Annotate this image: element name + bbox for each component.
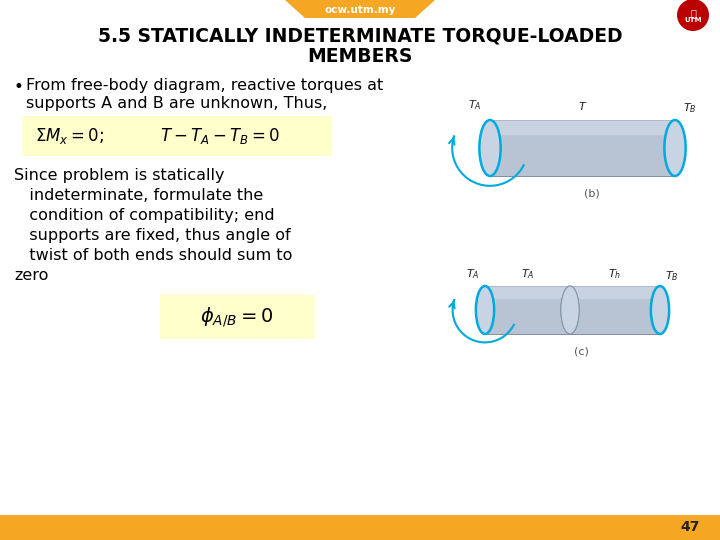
Text: indeterminate, formulate the: indeterminate, formulate the <box>14 188 264 203</box>
Ellipse shape <box>561 286 579 334</box>
Bar <box>570 286 660 334</box>
Bar <box>485 286 570 299</box>
Text: (b): (b) <box>584 188 600 198</box>
Bar <box>22 116 332 156</box>
Text: $\phi_{A/B} = 0$: $\phi_{A/B} = 0$ <box>200 305 274 329</box>
Text: supports A and B are unknown, Thus,: supports A and B are unknown, Thus, <box>26 96 328 111</box>
Ellipse shape <box>665 120 685 176</box>
Text: •: • <box>14 78 24 96</box>
Text: (c): (c) <box>574 346 589 356</box>
Text: Since problem is statically: Since problem is statically <box>14 168 225 183</box>
Text: From free-body diagram, reactive torques at: From free-body diagram, reactive torques… <box>26 78 383 93</box>
Bar <box>490 120 675 176</box>
Text: $\Sigma M_x = 0;$: $\Sigma M_x = 0;$ <box>35 126 104 146</box>
Text: $T_B$: $T_B$ <box>665 269 679 283</box>
Ellipse shape <box>480 120 500 176</box>
Text: UTM: UTM <box>684 17 702 23</box>
Text: 5.5 STATICALLY INDETERMINATE TORQUE-LOADED: 5.5 STATICALLY INDETERMINATE TORQUE-LOAD… <box>98 26 622 45</box>
Text: twist of both ends should sum to: twist of both ends should sum to <box>14 248 292 263</box>
Text: 47: 47 <box>680 520 700 534</box>
Text: ocw.utm.my: ocw.utm.my <box>324 5 396 15</box>
Polygon shape <box>285 0 435 18</box>
Text: zero: zero <box>14 268 48 283</box>
Bar <box>490 120 675 136</box>
Text: supports are fixed, thus angle of: supports are fixed, thus angle of <box>14 228 291 243</box>
Ellipse shape <box>476 286 494 334</box>
Text: condition of compatibility; end: condition of compatibility; end <box>14 208 274 223</box>
Text: $T_B$: $T_B$ <box>683 101 697 115</box>
Text: $T_A$: $T_A$ <box>521 267 534 281</box>
Circle shape <box>677 0 709 31</box>
Ellipse shape <box>651 286 669 334</box>
Bar <box>485 286 570 334</box>
Text: Ⓞ: Ⓞ <box>690 8 696 18</box>
Text: $T$: $T$ <box>577 100 588 112</box>
Text: $T_h$: $T_h$ <box>608 267 621 281</box>
Bar <box>570 286 660 299</box>
Text: $T - T_A - T_B = 0$: $T - T_A - T_B = 0$ <box>160 126 280 146</box>
Text: MEMBERS: MEMBERS <box>307 46 413 65</box>
Text: $T_A$: $T_A$ <box>467 267 480 281</box>
Text: $T_A$: $T_A$ <box>469 98 482 112</box>
Bar <box>160 295 315 339</box>
Ellipse shape <box>561 286 579 334</box>
Bar <box>0 515 720 540</box>
